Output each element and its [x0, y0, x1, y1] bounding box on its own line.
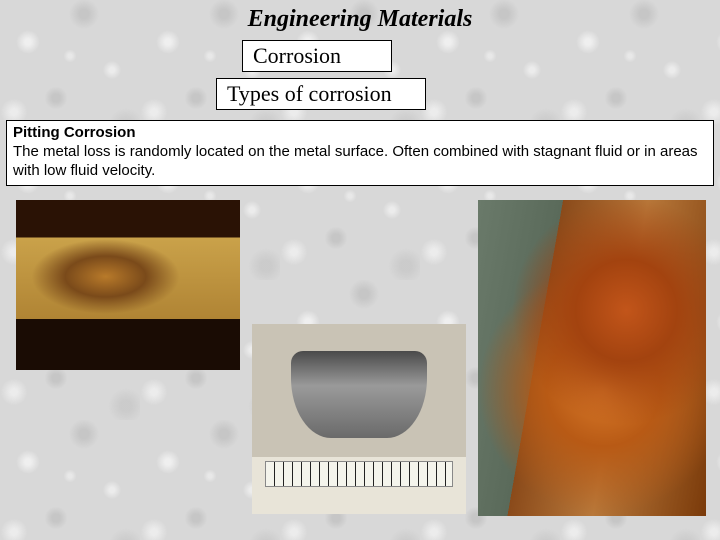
section-heading: Corrosion: [253, 43, 341, 68]
pitting-photo-3: [478, 200, 706, 516]
pitting-photo-1: [16, 200, 240, 370]
section-heading-box: Corrosion: [242, 40, 392, 72]
pitting-photo-2: [252, 324, 466, 514]
subsection-heading: Types of corrosion: [227, 81, 392, 106]
page-title: Engineering Materials: [0, 0, 720, 33]
description-box: Pitting Corrosion The metal loss is rand…: [6, 120, 714, 186]
description-heading: Pitting Corrosion: [13, 124, 707, 143]
subsection-heading-box: Types of corrosion: [216, 78, 426, 110]
description-body: The metal loss is randomly located on th…: [13, 143, 707, 181]
